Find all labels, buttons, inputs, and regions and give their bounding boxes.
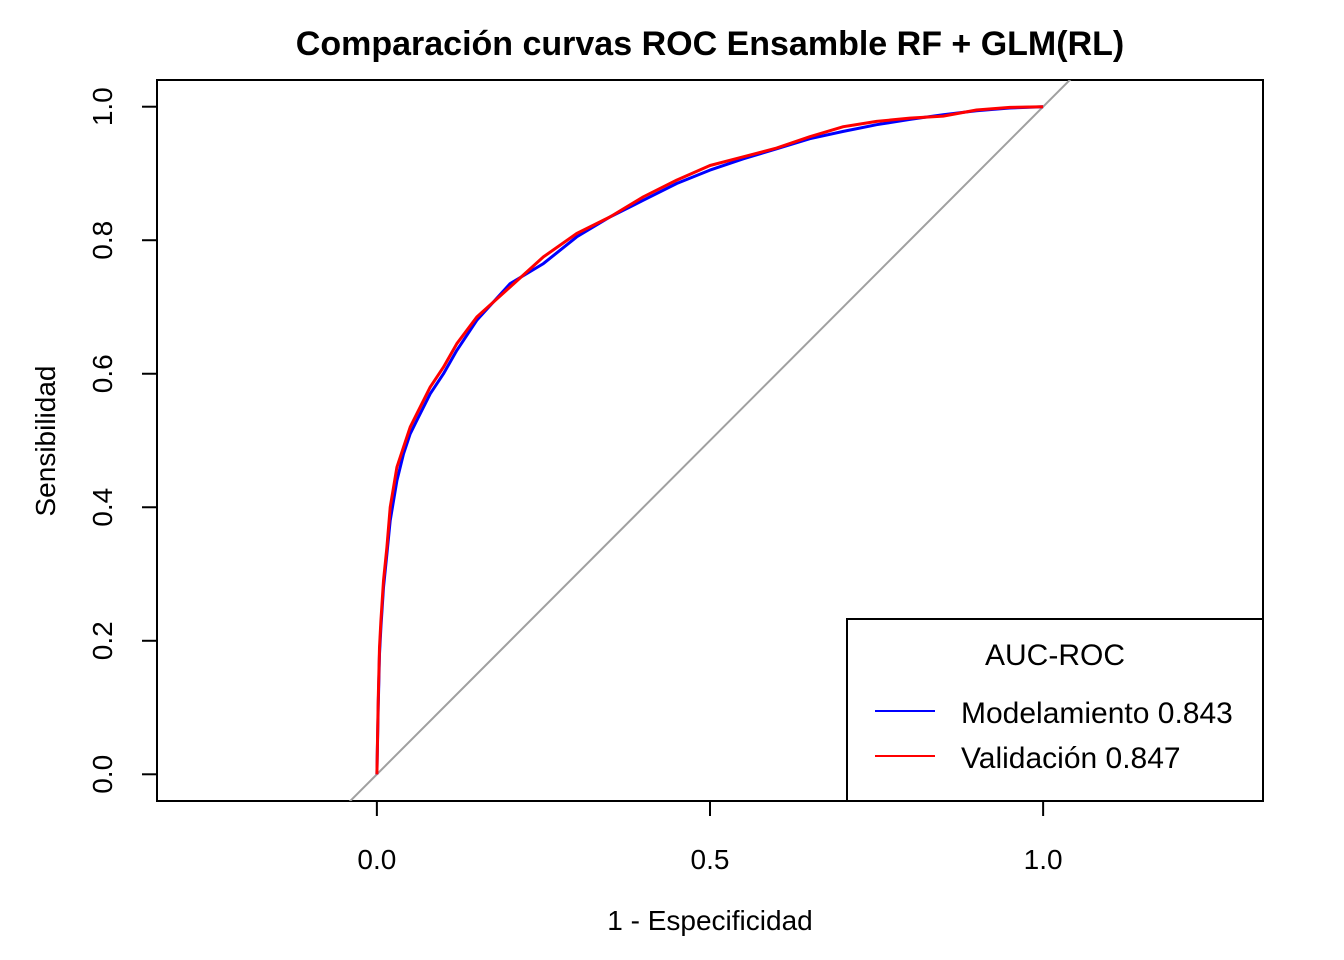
roc-line-validacion <box>375 105 1044 775</box>
y-tick-label: 0.4 <box>87 488 118 527</box>
x-axis: 0.0 0.5 1.0 <box>357 800 1063 875</box>
x-tick-label: 0.5 <box>691 844 730 875</box>
x-tick-label: 0.0 <box>357 844 396 875</box>
x-axis-title: 1 - Especificidad <box>607 905 812 936</box>
plot-content <box>348 80 1072 801</box>
y-axis-title: Sensibilidad <box>30 366 61 517</box>
y-tick-label: 1.0 <box>87 87 118 126</box>
legend-title: AUC-ROC <box>985 639 1125 672</box>
y-tick-label: 0.8 <box>87 221 118 260</box>
y-tick-label: 0.6 <box>87 354 118 393</box>
y-tick-label: 0.0 <box>87 755 118 794</box>
chart-title: Comparación curvas ROC Ensamble RF + GLM… <box>296 25 1124 63</box>
plot-layer <box>348 80 1072 801</box>
reference-diagonal-line <box>348 80 1072 801</box>
x-tick-label: 1.0 <box>1024 844 1063 875</box>
y-tick-label: 0.2 <box>87 621 118 660</box>
legend: AUC-ROC Modelamiento 0.843 Validación 0.… <box>846 618 1264 802</box>
y-axis: 0.0 0.2 0.4 0.6 0.8 1.0 <box>87 87 158 794</box>
legend-label-validacion: Validación 0.847 <box>961 742 1181 775</box>
legend-label-modelamiento: Modelamiento 0.843 <box>961 697 1233 730</box>
